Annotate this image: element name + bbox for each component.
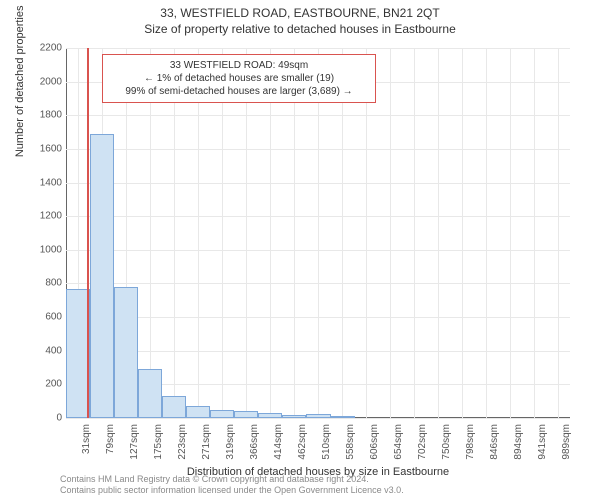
x-tick-label: 271sqm [201,424,212,474]
footer-line-1: Contains HM Land Registry data © Crown c… [60,474,404,485]
x-tick-label: 989sqm [561,424,572,474]
gridline-v [342,48,343,418]
y-tick-label: 1000 [22,244,62,255]
histogram-bar [210,410,234,418]
gridline-v [150,48,151,418]
x-tick-label: 750sqm [441,424,452,474]
y-tick-label: 2000 [22,76,62,87]
y-tick-label: 0 [22,413,62,424]
x-tick-label: 31sqm [81,424,92,474]
x-tick-label: 702sqm [417,424,428,474]
subject-property-marker [87,48,89,418]
chart-container: 33 WESTFIELD ROAD: 49sqm ← 1% of detache… [66,48,570,418]
y-tick-label: 2200 [22,43,62,54]
histogram-bar [282,415,306,418]
gridline-v [198,48,199,418]
x-tick-label: 79sqm [105,424,116,474]
y-tick-label: 400 [22,345,62,356]
x-tick-label: 127sqm [129,424,140,474]
gridline-v [510,48,511,418]
histogram-bar [234,411,258,418]
gridline-v [294,48,295,418]
histogram-bar [186,406,210,418]
gridline-v [486,48,487,418]
annotation-box: 33 WESTFIELD ROAD: 49sqm ← 1% of detache… [102,54,376,103]
x-tick-label: 366sqm [249,424,260,474]
x-tick-label: 606sqm [369,424,380,474]
gridline-v [438,48,439,418]
x-tick-label: 223sqm [177,424,188,474]
footer-line-2: Contains public sector information licen… [60,485,404,496]
x-tick-label: 894sqm [513,424,524,474]
x-tick-label: 558sqm [345,424,356,474]
gridline-v [462,48,463,418]
x-tick-label: 175sqm [153,424,164,474]
y-tick-label: 600 [22,312,62,323]
gridline-v [366,48,367,418]
histogram-bar [114,287,138,418]
histogram-plot [66,48,570,418]
gridline-v [174,48,175,418]
gridline-v [270,48,271,418]
page-title-sub: Size of property relative to detached ho… [0,20,600,36]
y-tick-label: 1200 [22,211,62,222]
annotation-line-1: 33 WESTFIELD ROAD: 49sqm [109,59,369,72]
histogram-bar [138,369,162,418]
gridline-v [414,48,415,418]
gridline-v [246,48,247,418]
x-tick-label: 654sqm [393,424,404,474]
y-tick-label: 800 [22,278,62,289]
histogram-bar [258,413,282,418]
footer-attribution: Contains HM Land Registry data © Crown c… [60,474,404,497]
x-tick-label: 414sqm [273,424,284,474]
x-tick-label: 798sqm [465,424,476,474]
y-tick-label: 1400 [22,177,62,188]
y-tick-label: 1600 [22,143,62,154]
x-tick-label: 510sqm [321,424,332,474]
gridline-v [390,48,391,418]
x-tick-label: 319sqm [225,424,236,474]
gridline-v [534,48,535,418]
gridline-v [318,48,319,418]
gridline-v [558,48,559,418]
x-tick-label: 941sqm [537,424,548,474]
histogram-bar [90,134,114,418]
histogram-bar [306,414,330,418]
x-tick-label: 462sqm [297,424,308,474]
gridline-v [222,48,223,418]
gridline-h [66,418,570,419]
page-title-address: 33, WESTFIELD ROAD, EASTBOURNE, BN21 2QT [0,0,600,20]
annotation-line-3: 99% of semi-detached houses are larger (… [109,85,369,98]
histogram-bar [331,416,355,418]
histogram-bar [162,396,186,418]
annotation-line-2: ← 1% of detached houses are smaller (19) [109,72,369,85]
y-tick-label: 200 [22,379,62,390]
y-tick-label: 1800 [22,110,62,121]
x-tick-label: 846sqm [489,424,500,474]
